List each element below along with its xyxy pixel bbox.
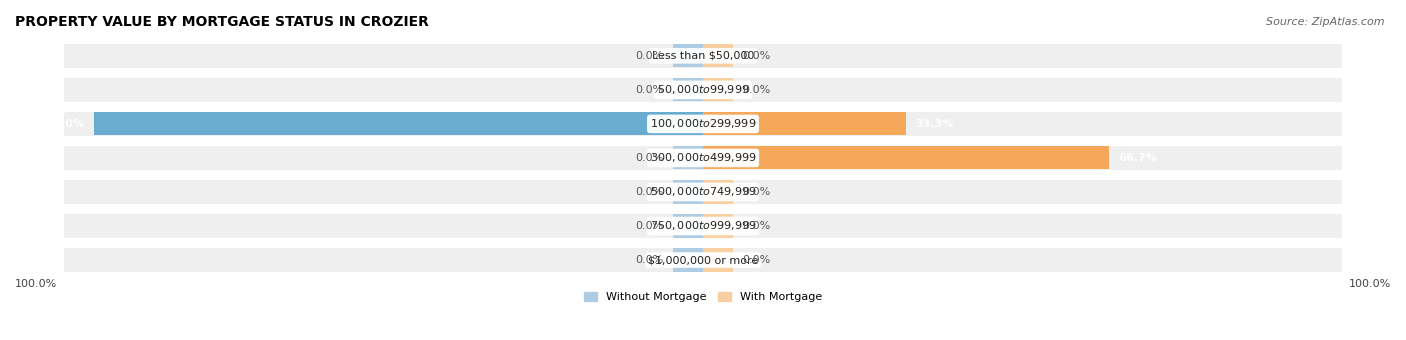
Bar: [672, 215, 703, 238]
Bar: [94, 112, 703, 135]
Bar: [63, 180, 1343, 204]
Bar: [63, 44, 1343, 68]
Text: $1,000,000 or more: $1,000,000 or more: [648, 255, 758, 265]
Text: 0.0%: 0.0%: [742, 221, 770, 231]
Bar: [703, 146, 1109, 170]
Text: 0.0%: 0.0%: [742, 255, 770, 265]
Text: 0.0%: 0.0%: [636, 153, 664, 163]
Bar: [703, 78, 734, 101]
Bar: [672, 44, 703, 67]
Bar: [703, 112, 905, 135]
Bar: [63, 248, 1343, 272]
Text: Less than $50,000: Less than $50,000: [652, 51, 754, 61]
Text: 100.0%: 100.0%: [1348, 279, 1391, 289]
Bar: [672, 249, 703, 272]
Bar: [672, 181, 703, 204]
Text: 100.0%: 100.0%: [39, 119, 84, 129]
Text: 33.3%: 33.3%: [915, 119, 953, 129]
Text: $300,000 to $499,999: $300,000 to $499,999: [650, 151, 756, 165]
Text: PROPERTY VALUE BY MORTGAGE STATUS IN CROZIER: PROPERTY VALUE BY MORTGAGE STATUS IN CRO…: [15, 15, 429, 29]
Text: 0.0%: 0.0%: [636, 255, 664, 265]
Text: 0.0%: 0.0%: [742, 85, 770, 95]
Bar: [703, 44, 734, 67]
Legend: Without Mortgage, With Mortgage: Without Mortgage, With Mortgage: [583, 292, 823, 302]
Text: 0.0%: 0.0%: [742, 51, 770, 61]
Text: $100,000 to $299,999: $100,000 to $299,999: [650, 117, 756, 131]
Text: 0.0%: 0.0%: [742, 187, 770, 197]
Text: 100.0%: 100.0%: [15, 279, 58, 289]
Text: Source: ZipAtlas.com: Source: ZipAtlas.com: [1267, 17, 1385, 27]
Text: 66.7%: 66.7%: [1118, 153, 1157, 163]
Bar: [672, 146, 703, 170]
Text: $500,000 to $749,999: $500,000 to $749,999: [650, 185, 756, 199]
Text: 0.0%: 0.0%: [636, 85, 664, 95]
Bar: [703, 181, 734, 204]
Bar: [703, 249, 734, 272]
Bar: [63, 214, 1343, 238]
Text: 0.0%: 0.0%: [636, 187, 664, 197]
Text: $50,000 to $99,999: $50,000 to $99,999: [657, 83, 749, 96]
Bar: [703, 215, 734, 238]
Bar: [63, 146, 1343, 170]
Text: 0.0%: 0.0%: [636, 221, 664, 231]
Bar: [672, 78, 703, 101]
Text: 0.0%: 0.0%: [636, 51, 664, 61]
Text: $750,000 to $999,999: $750,000 to $999,999: [650, 220, 756, 233]
Bar: [63, 112, 1343, 136]
Bar: [63, 78, 1343, 102]
